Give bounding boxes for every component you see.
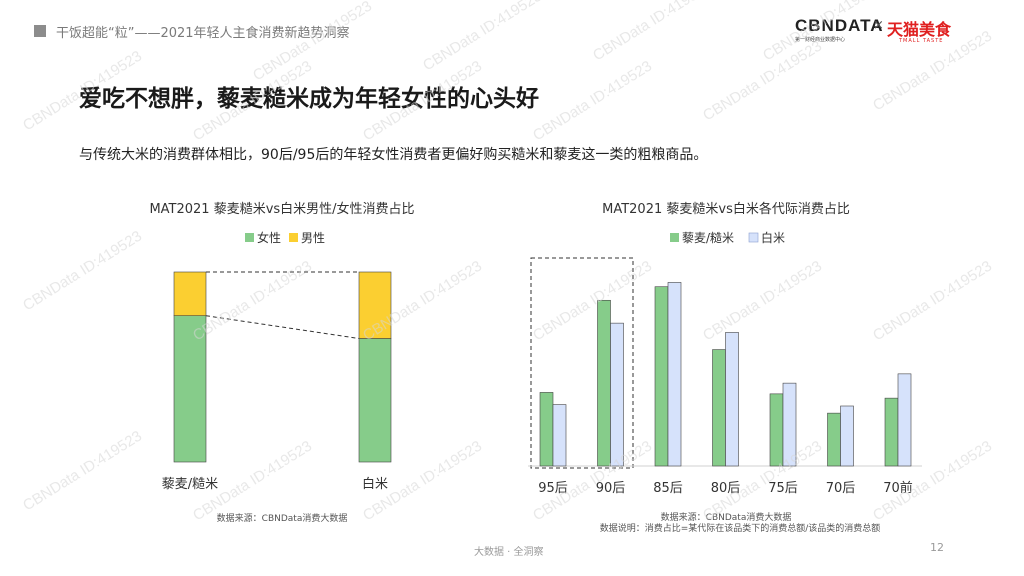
legend-label: 藜麦/糙米 xyxy=(682,231,734,245)
chart-title: MAT2021 藜麦糙米vs白米各代际消费占比 xyxy=(602,201,850,217)
x-tick-label: 75后 xyxy=(768,481,798,496)
page-number: 12 xyxy=(930,541,944,554)
header-square-icon xyxy=(34,25,46,37)
bar xyxy=(539,392,554,467)
legend-label: 女性 xyxy=(257,230,281,245)
cbndata-logo-sub: 第一财经商业数据中心 xyxy=(795,37,846,43)
x-tick-label: 藜麦/糙米 xyxy=(162,477,218,492)
bar xyxy=(782,382,797,467)
bar xyxy=(597,299,611,467)
legend-swatch xyxy=(245,233,254,242)
chart-note: 数据说明：消费占比=某代际在该品类下的消费总额/该品类的消费总额 xyxy=(600,522,881,534)
bar xyxy=(654,286,669,467)
x-tick-label: 80后 xyxy=(711,481,741,496)
x-tick-label: 85后 xyxy=(653,481,683,496)
x-tick-label: 白米 xyxy=(362,476,388,492)
logo-times: × xyxy=(873,18,884,33)
stacked-bar-segment xyxy=(173,271,207,317)
brand-logo: CBNDATA 第一财经商业数据中心 × 天猫美食 TMALL TASTE xyxy=(795,16,965,48)
bar xyxy=(827,412,841,467)
x-tick-label: 95后 xyxy=(538,481,568,496)
cbndata-logo: CBNDATA xyxy=(795,16,884,35)
bar xyxy=(725,332,739,467)
bar xyxy=(712,349,726,467)
bar xyxy=(897,373,912,467)
bar xyxy=(552,404,567,467)
bar xyxy=(769,393,784,467)
tmall-logo-sub: TMALL TASTE xyxy=(899,38,944,44)
chart-source: 数据来源：CBNData消费大数据 xyxy=(217,512,348,524)
connector-line xyxy=(205,315,360,339)
legend-swatch xyxy=(748,232,759,243)
chart-title: MAT2021 藜麦糙米vs白米男性/女性消费占比 xyxy=(149,201,414,217)
page-title: 爱吃不想胖，藜麦糙米成为年轻女性的心头好 xyxy=(79,86,539,112)
legend-swatch xyxy=(289,233,298,242)
stacked-bar-segment xyxy=(358,271,392,339)
stacked-bar-segment xyxy=(358,338,392,463)
bar xyxy=(840,405,854,467)
legend-label: 男性 xyxy=(301,231,325,245)
footer-slogan: 大数据 · 全洞察 xyxy=(474,547,544,558)
bar xyxy=(610,322,624,467)
x-tick-label: 70后 xyxy=(826,481,856,496)
highlight-box xyxy=(530,257,634,469)
x-tick-label: 70前 xyxy=(883,480,913,496)
x-tick-label: 90后 xyxy=(596,481,626,496)
report-header: 干饭超能“粒”——2021年轻人主食消费新趋势洞察 xyxy=(56,26,350,41)
bar xyxy=(667,282,682,467)
legend-label: 白米 xyxy=(761,230,785,245)
chart-source: 数据来源：CBNData消费大数据 xyxy=(661,511,792,523)
page-subtitle: 与传统大米的消费群体相比，90后/95后的年轻女性消费者更偏好购买糙米和藜麦这一… xyxy=(79,147,708,163)
tmall-logo: 天猫美食 xyxy=(887,20,952,39)
bar xyxy=(884,397,899,467)
legend-swatch xyxy=(670,233,679,242)
